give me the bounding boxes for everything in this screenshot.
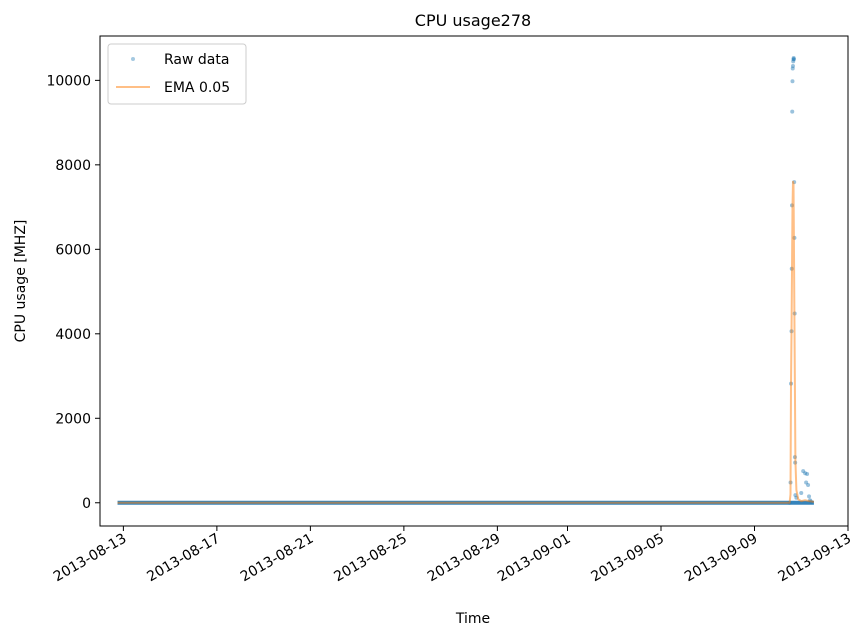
y-axis-label: CPU usage [MHZ] — [13, 220, 29, 343]
ema-series-line — [117, 180, 815, 504]
raw-data-point — [803, 471, 808, 476]
legend: Raw data EMA 0.05 — [107, 43, 247, 105]
raw-data-point — [807, 494, 812, 499]
y-tick-label: 2000 — [55, 411, 91, 427]
legend-raw-data-label: Raw data — [164, 52, 229, 68]
y-tick-label: 0 — [82, 496, 91, 512]
raw-data-point — [806, 483, 811, 488]
raw-data-point — [805, 472, 810, 477]
raw-data-point — [804, 480, 809, 485]
x-axis-label: Time — [455, 611, 490, 627]
raw-data-point — [790, 79, 795, 84]
y-tick-label: 8000 — [55, 158, 91, 174]
plot-frame — [99, 35, 849, 527]
raw-data-point — [790, 63, 795, 68]
raw-data-point — [790, 109, 795, 114]
raw-data-point — [790, 66, 795, 71]
ema-layer — [117, 180, 815, 504]
chart-title: CPU usage278 — [415, 11, 531, 30]
raw-data-point — [791, 55, 796, 60]
plot-area — [100, 36, 848, 526]
legend-box — [107, 43, 247, 105]
y-axis: 0 2000 4000 6000 8000 10000 — [46, 73, 100, 512]
plot-data-layer — [117, 55, 815, 505]
legend-raw-data-marker — [131, 57, 135, 61]
legend-ema-label: EMA 0.05 — [164, 80, 230, 96]
y-tick-label: 6000 — [55, 242, 91, 258]
y-tick-label: 4000 — [55, 327, 91, 343]
raw-data-point — [791, 57, 796, 62]
raw-data-point — [801, 469, 806, 474]
raw-data-point — [791, 57, 796, 62]
raw-data-point — [791, 59, 796, 64]
raw-data-point — [799, 491, 804, 496]
y-tick-label: 10000 — [46, 73, 91, 89]
